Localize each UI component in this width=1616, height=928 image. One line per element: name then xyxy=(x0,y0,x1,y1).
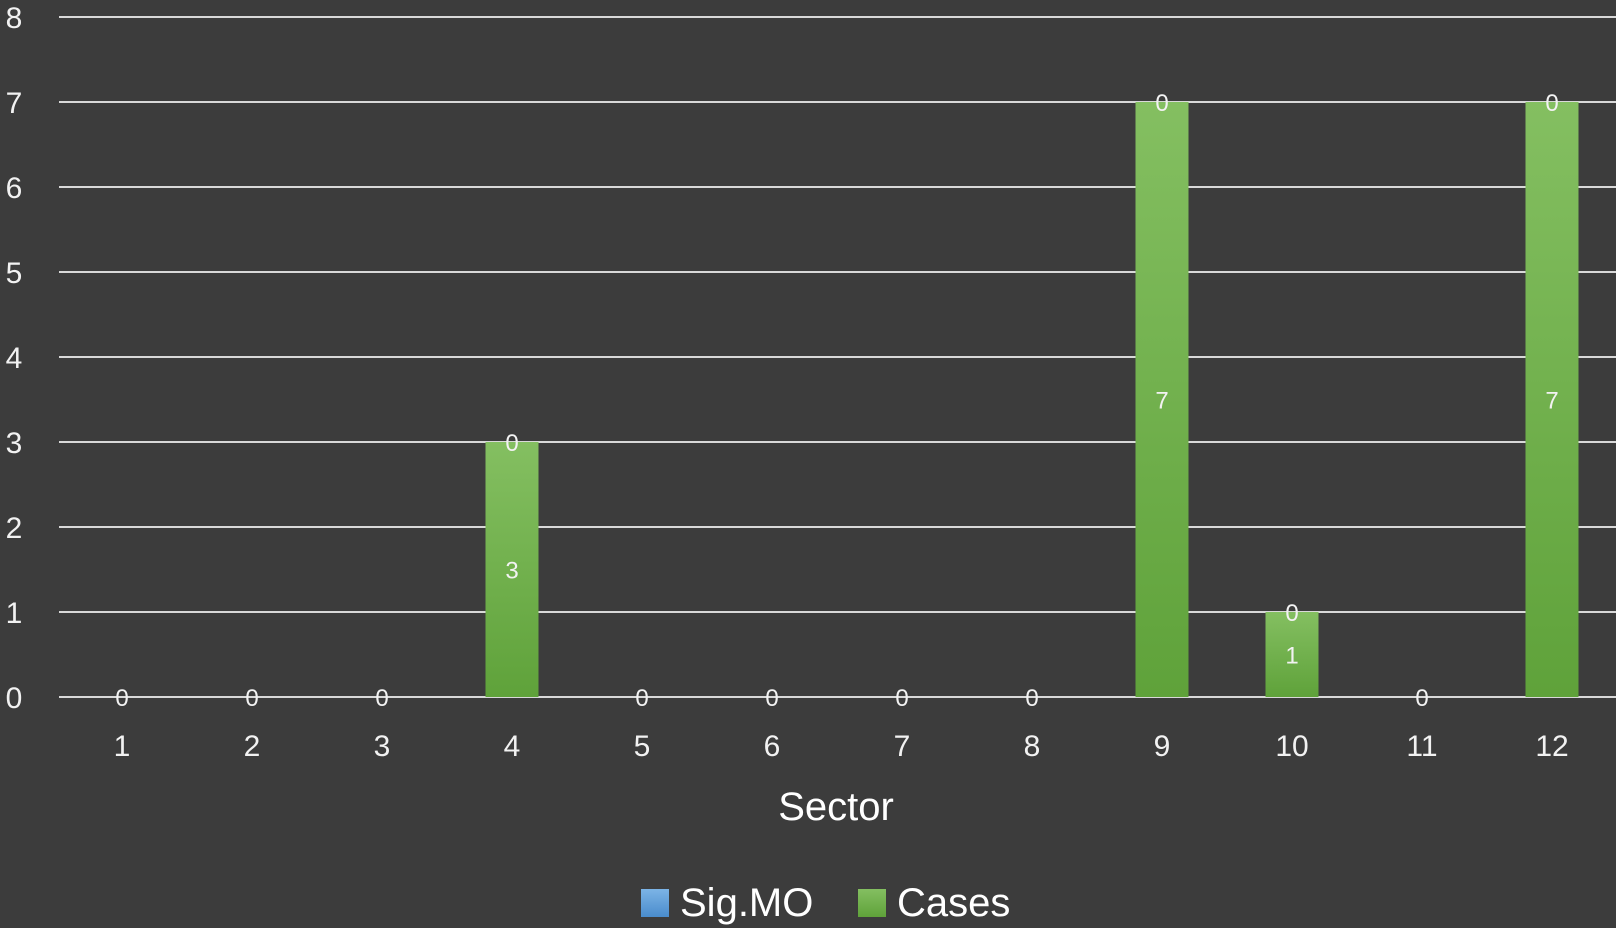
y-tick-label: 7 xyxy=(6,87,23,120)
legend-label: Cases xyxy=(897,881,1010,925)
x-axis-ticks: 1 2 3 4 5 6 7 8 9 10 11 12 xyxy=(114,730,1569,763)
x-tick-label: 11 xyxy=(1406,730,1437,763)
data-label-cases: 3 xyxy=(505,558,518,585)
data-label-sigmo: 0 xyxy=(505,430,518,457)
x-tick-label: 7 xyxy=(894,730,911,763)
gridlines xyxy=(59,16,1616,698)
x-tick-label: 5 xyxy=(634,730,651,763)
y-axis-ticks: 0 1 2 3 4 5 6 7 8 xyxy=(6,2,23,715)
data-label-cases: 7 xyxy=(1545,388,1558,415)
data-label-sigmo: 0 xyxy=(1285,600,1298,627)
data-label-sigmo: 0 xyxy=(375,685,388,712)
data-label-sigmo: 0 xyxy=(245,685,258,712)
data-label-sigmo: 0 xyxy=(635,685,648,712)
data-label-sigmo: 0 xyxy=(1415,685,1428,712)
legend-swatch xyxy=(641,889,669,917)
x-tick-label: 1 xyxy=(114,730,131,763)
y-tick-label: 0 xyxy=(6,682,23,715)
x-tick-label: 3 xyxy=(374,730,391,763)
data-label-sigmo: 0 xyxy=(1155,90,1168,117)
y-tick-label: 8 xyxy=(6,2,23,35)
x-tick-label: 12 xyxy=(1535,730,1568,763)
data-label-sigmo: 0 xyxy=(765,685,778,712)
data-label-sigmo: 0 xyxy=(1545,90,1558,117)
y-tick-label: 6 xyxy=(6,172,23,205)
y-tick-label: 5 xyxy=(6,257,23,290)
y-tick-label: 2 xyxy=(6,512,23,545)
x-axis-title: Sector xyxy=(778,785,894,829)
x-tick-label: 10 xyxy=(1275,730,1308,763)
bars xyxy=(485,102,1579,697)
data-label-cases: 7 xyxy=(1155,388,1168,415)
x-tick-label: 9 xyxy=(1154,730,1171,763)
y-tick-label: 4 xyxy=(6,342,23,375)
data-label-sigmo: 0 xyxy=(1025,685,1038,712)
x-tick-label: 4 xyxy=(504,730,521,763)
x-tick-label: 8 xyxy=(1024,730,1041,763)
x-tick-label: 2 xyxy=(244,730,261,763)
legend-label: Sig.MO xyxy=(680,881,813,925)
data-label-sigmo: 0 xyxy=(895,685,908,712)
data-label-cases: 1 xyxy=(1285,643,1298,670)
legend: Sig.MO Cases xyxy=(641,881,1010,925)
bar-cases xyxy=(1265,612,1319,697)
bar-cases xyxy=(1525,102,1579,697)
data-labels: 0 0 0 3 0 0 0 0 0 7 0 1 0 0 7 0 xyxy=(115,90,1558,712)
y-tick-label: 1 xyxy=(6,597,23,630)
bar-cases xyxy=(1135,102,1189,697)
legend-swatch xyxy=(858,889,886,917)
y-tick-label: 3 xyxy=(6,427,23,460)
bar-cases xyxy=(485,442,539,697)
x-tick-label: 6 xyxy=(764,730,781,763)
data-label-sigmo: 0 xyxy=(115,685,128,712)
